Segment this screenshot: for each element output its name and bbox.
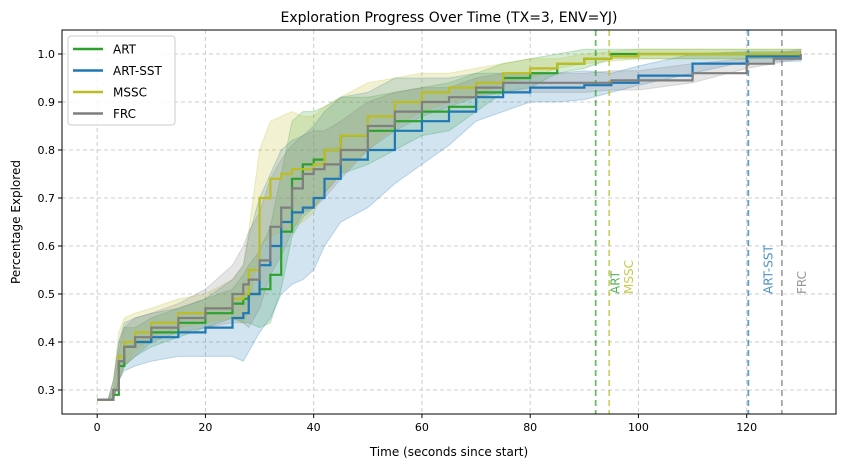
chart-title: Exploration Progress Over Time (TX=3, EN… (280, 10, 617, 26)
y-tick-label: 0.9 (38, 96, 56, 109)
x-tick-label: 40 (307, 421, 321, 434)
line-art-sst (97, 55, 801, 401)
legend-label: FRC (113, 107, 136, 121)
legend-box (67, 35, 176, 126)
finish-label: MSSC (622, 260, 636, 294)
x-tick-label: 60 (415, 421, 429, 434)
axis-ticks: 0 20 40 60 80 100 120 0.3 0.4 0.5 0.6 0.7 0.8 0.9 1.0 (38, 48, 758, 434)
x-tick-label: 20 (198, 421, 212, 434)
y-tick-label: 0.7 (38, 192, 56, 205)
finish-label: FRC (795, 271, 809, 294)
y-tick-label: 0.6 (38, 240, 56, 253)
x-tick-label: 80 (523, 421, 537, 434)
legend: ART ART-SST MSSC FRC (67, 35, 176, 126)
y-tick-label: 0.4 (38, 336, 56, 349)
x-axis-label: Time (seconds since start) (369, 445, 528, 459)
x-tick-label: 100 (628, 421, 649, 434)
y-tick-label: 0.3 (38, 384, 56, 397)
y-tick-label: 0.8 (38, 144, 56, 157)
line-frc (97, 54, 802, 401)
plot-frame (61, 29, 837, 415)
y-tick-label: 0.5 (38, 288, 56, 301)
finish-label: ART (609, 270, 623, 294)
finish-label: ART-SST (761, 245, 775, 294)
finish-lines: ART MSSC ART-SST FRC (594, 30, 809, 414)
series-lines (97, 52, 802, 401)
x-tick-label: 0 (94, 421, 101, 434)
x-tick-label: 120 (736, 421, 757, 434)
legend-label: MSSC (113, 86, 147, 100)
y-tick-label: 1.0 (38, 48, 56, 61)
legend-label: ART-SST (113, 64, 162, 78)
legend-label: ART (113, 43, 137, 57)
y-axis-label: Percentage Explored (9, 160, 23, 284)
